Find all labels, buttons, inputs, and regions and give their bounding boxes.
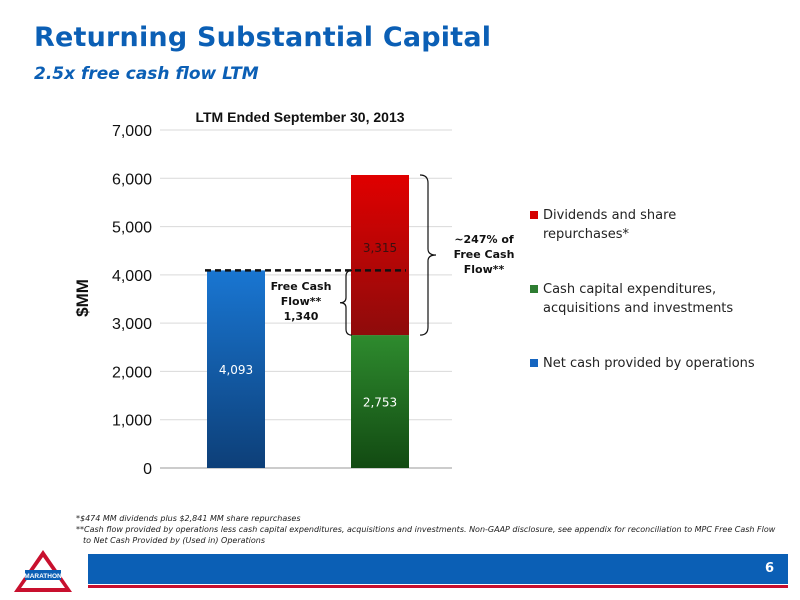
fcf-annotation-text: Free Cash [271, 280, 332, 293]
footnote-1: *$474 MM dividends plus $2,841 MM share … [76, 514, 301, 523]
y-tick-label: 6,000 [112, 171, 152, 188]
stacked-bar-chart: LTM Ended September 30, 2013 $MM 0 1,000 2… [73, 109, 515, 478]
bar-dividends [351, 175, 409, 336]
percent-annotation-text: ~247% of [454, 233, 514, 246]
footer-stripe [88, 585, 788, 588]
slide-subtitle: 2.5x free cash flow LTM [34, 64, 259, 84]
legend-swatch-dividends [530, 211, 538, 219]
annotations: Free Cash Flow** 1,340 ~247% of Free Cash Flo… [205, 174, 515, 336]
bar-labels: 4,093 2,753 3,315 [219, 241, 397, 410]
page-number: 6 [764, 561, 774, 576]
percent-brace [419, 174, 437, 336]
y-tick-label: 0 [143, 461, 152, 478]
legend-item-capex: Cash capital expenditures, acquisitions … [530, 280, 760, 318]
legend-swatch-operations [530, 359, 538, 367]
y-axis-ticks: 0 1,000 2,000 3,000 4,000 5,000 6,000 7,000 [112, 123, 152, 478]
marathon-logo: MARATHON [14, 550, 72, 592]
fcf-annotation-text: 1,340 [284, 310, 319, 323]
footnote-3: to Net Cash Provided by (Used in) Operat… [83, 536, 265, 545]
legend-item-dividends: Dividends and share repurchases* [530, 206, 760, 244]
bar-capex [351, 335, 409, 468]
footnote-2: **Cash flow provided by operations less … [76, 525, 776, 534]
legend-label-dividends: Dividends and share repurchases* [543, 208, 677, 242]
y-tick-label: 5,000 [112, 220, 152, 237]
legend-item-operations: Net cash provided by operations [530, 354, 760, 373]
fcf-brace [339, 269, 353, 336]
y-tick-label: 2,000 [112, 364, 152, 381]
percent-annotation-text: Flow** [464, 263, 505, 276]
percent-annotation-text: Free Cash [454, 248, 515, 261]
legend-swatch-capex [530, 285, 538, 293]
slide-title: Returning Substantial Capital [34, 22, 492, 53]
y-tick-label: 4,000 [112, 268, 152, 285]
footnotes: *$474 MM dividends plus $2,841 MM share … [76, 513, 775, 546]
chart-title: LTM Ended September 30, 2013 [195, 109, 404, 125]
data-label: 3,315 [363, 241, 397, 255]
footer-bar: 6 [88, 554, 788, 584]
data-label: 2,753 [363, 396, 397, 410]
data-label: 4,093 [219, 363, 253, 377]
legend-label-operations: Net cash provided by operations [543, 356, 755, 371]
logo-text: MARATHON [24, 573, 62, 580]
fcf-annotation-text: Flow** [281, 295, 322, 308]
y-tick-label: 7,000 [112, 123, 152, 140]
y-tick-label: 1,000 [112, 413, 152, 430]
y-axis-label: $MM [73, 279, 92, 317]
bar-net-cash-operations [207, 270, 265, 468]
bars [207, 175, 409, 468]
y-tick-label: 3,000 [112, 316, 152, 333]
legend-label-capex: Cash capital expenditures, acquisitions … [543, 282, 734, 316]
